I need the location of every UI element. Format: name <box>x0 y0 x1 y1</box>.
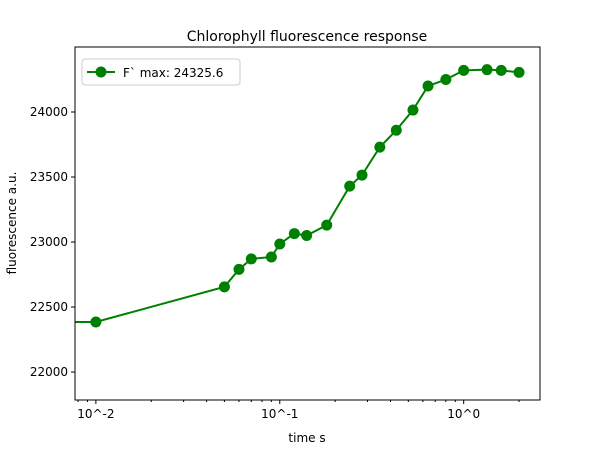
data-point <box>458 64 470 76</box>
data-point <box>344 180 356 192</box>
data-point <box>321 219 333 231</box>
data-point <box>356 169 368 181</box>
data-point <box>90 316 102 328</box>
data-point <box>407 104 419 116</box>
data-point <box>265 251 277 263</box>
data-point <box>245 253 257 265</box>
data-point <box>513 66 525 78</box>
x-tick-label: 10^0 <box>447 407 480 421</box>
y-tick-label: 24000 <box>30 105 68 119</box>
data-point <box>390 124 402 136</box>
legend-box <box>81 58 241 86</box>
y-tick-label: 23000 <box>30 235 68 249</box>
data-point <box>288 228 300 240</box>
series-line <box>75 68 520 323</box>
data-point <box>233 263 245 275</box>
data-point <box>374 141 386 153</box>
chart-title: Chlorophyll fluorescence response <box>187 29 428 45</box>
x-axis-label: time s <box>288 431 325 445</box>
data-point <box>495 64 507 76</box>
data-point <box>440 74 452 86</box>
y-tick-label: 22000 <box>30 365 68 379</box>
y-axis-label: fluorescence a.u. <box>5 172 19 275</box>
y-tick-label: 23500 <box>30 170 68 184</box>
data-point <box>218 281 230 293</box>
data-point <box>422 80 434 92</box>
data-point <box>481 64 493 76</box>
x-tick-label: 10^-2 <box>77 407 114 421</box>
data-point <box>301 230 313 242</box>
legend: F` max: 24325.6 <box>81 58 241 86</box>
legend-marker <box>95 66 107 78</box>
data-point <box>274 238 286 250</box>
y-tick-label: 22500 <box>30 300 68 314</box>
axes-frame <box>74 46 541 401</box>
x-tick-label: 10^-1 <box>261 407 298 421</box>
legend-entry: F` max: 24325.6 <box>123 66 223 80</box>
